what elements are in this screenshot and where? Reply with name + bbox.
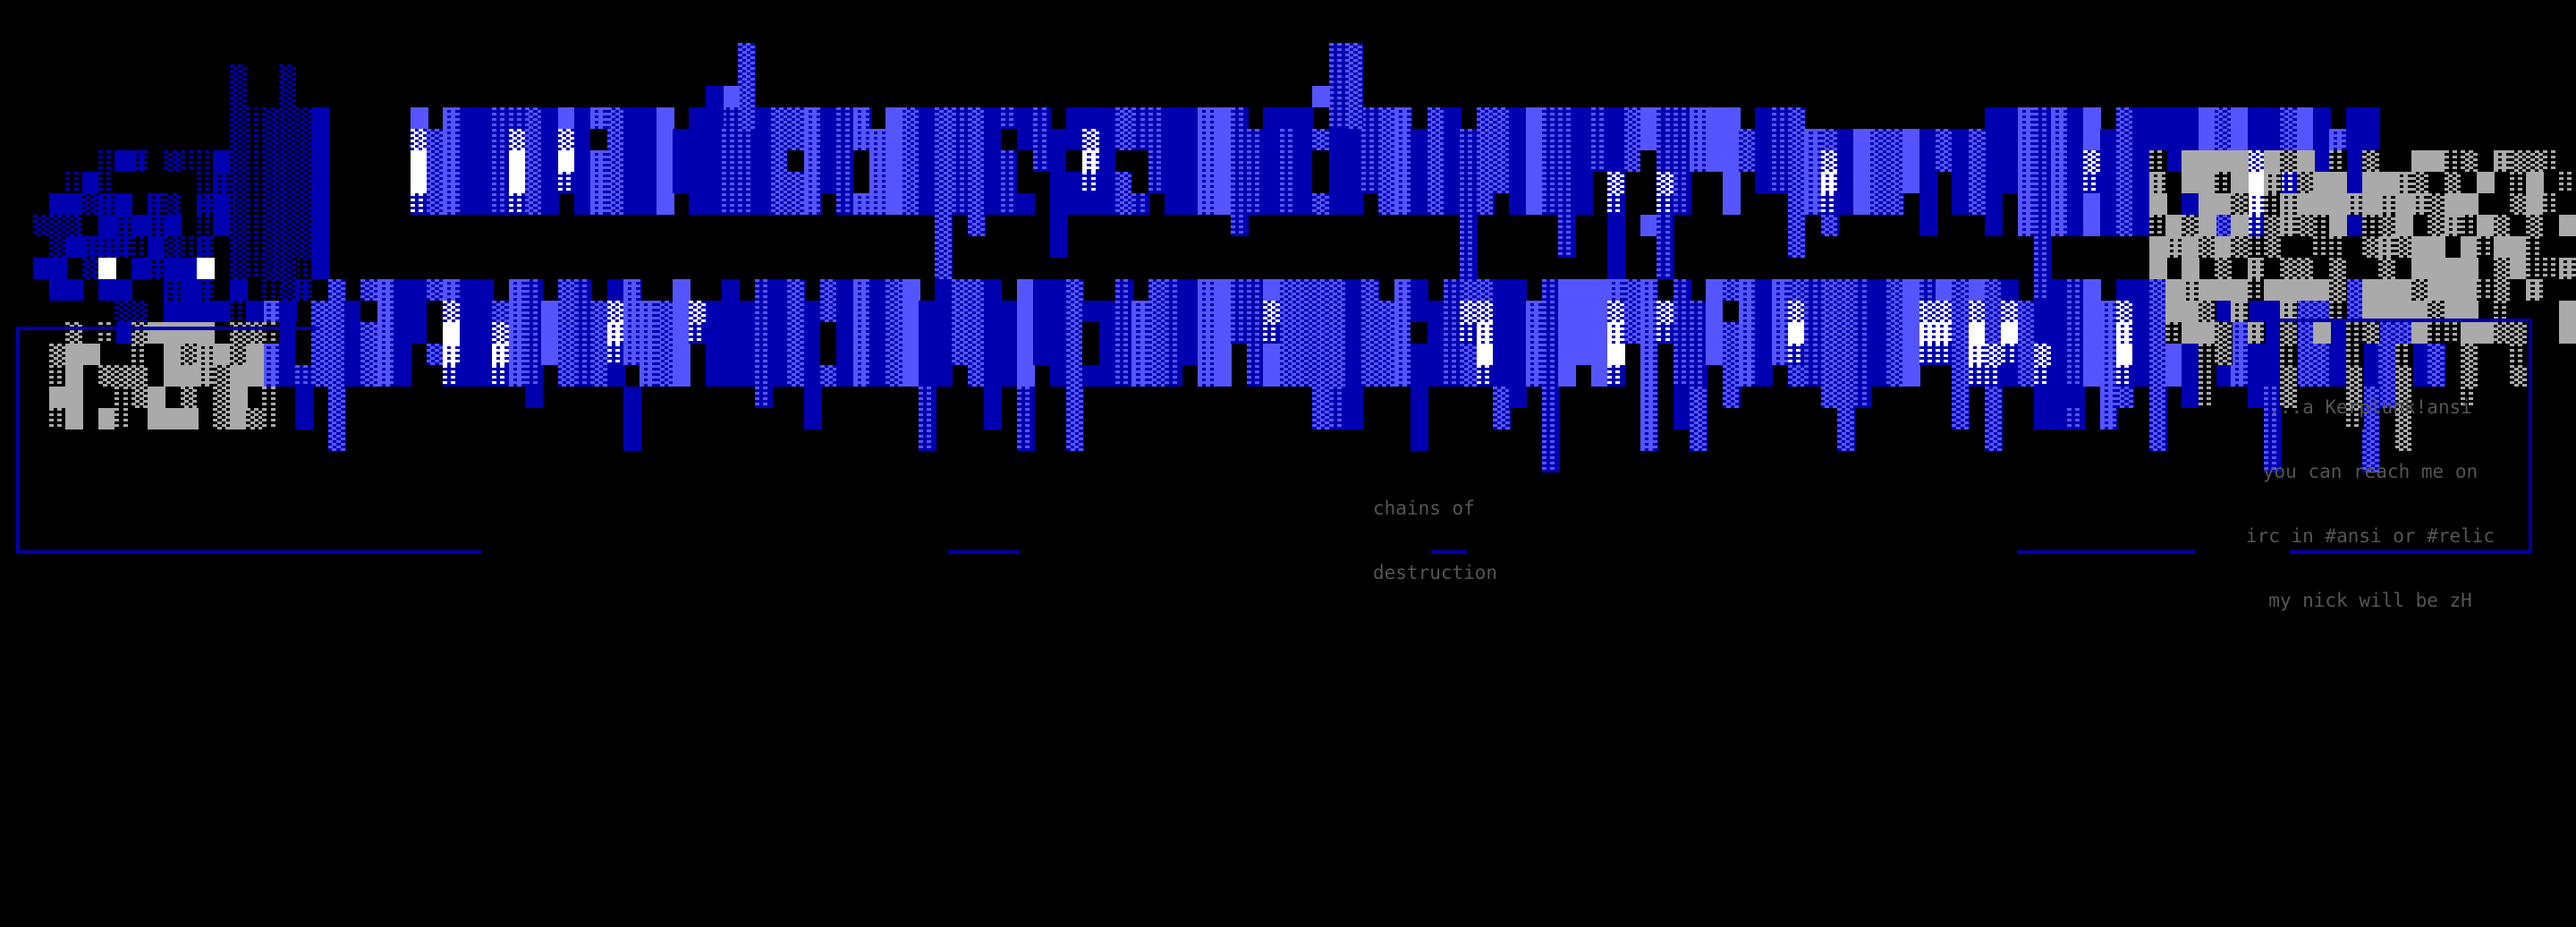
center-caption-line-2: destruction [1373, 562, 1498, 583]
info-line-1: ...a Kerplunk!ansi [2268, 396, 2472, 418]
center-caption: chains of destruction [1373, 455, 1497, 626]
info-line-3: irc in #ansi or #relic [2245, 525, 2496, 547]
center-caption-line-1: chains of [1373, 498, 1475, 519]
info-line-4: my nick will be zH [2268, 590, 2472, 611]
signature-left: kR [123, 506, 148, 529]
signature-right: kR [2379, 663, 2403, 685]
info-line-2: you can reach me on [2262, 461, 2479, 482]
info-block: ...a Kerplunk!ansi you can reach me on i… [2196, 353, 2545, 654]
